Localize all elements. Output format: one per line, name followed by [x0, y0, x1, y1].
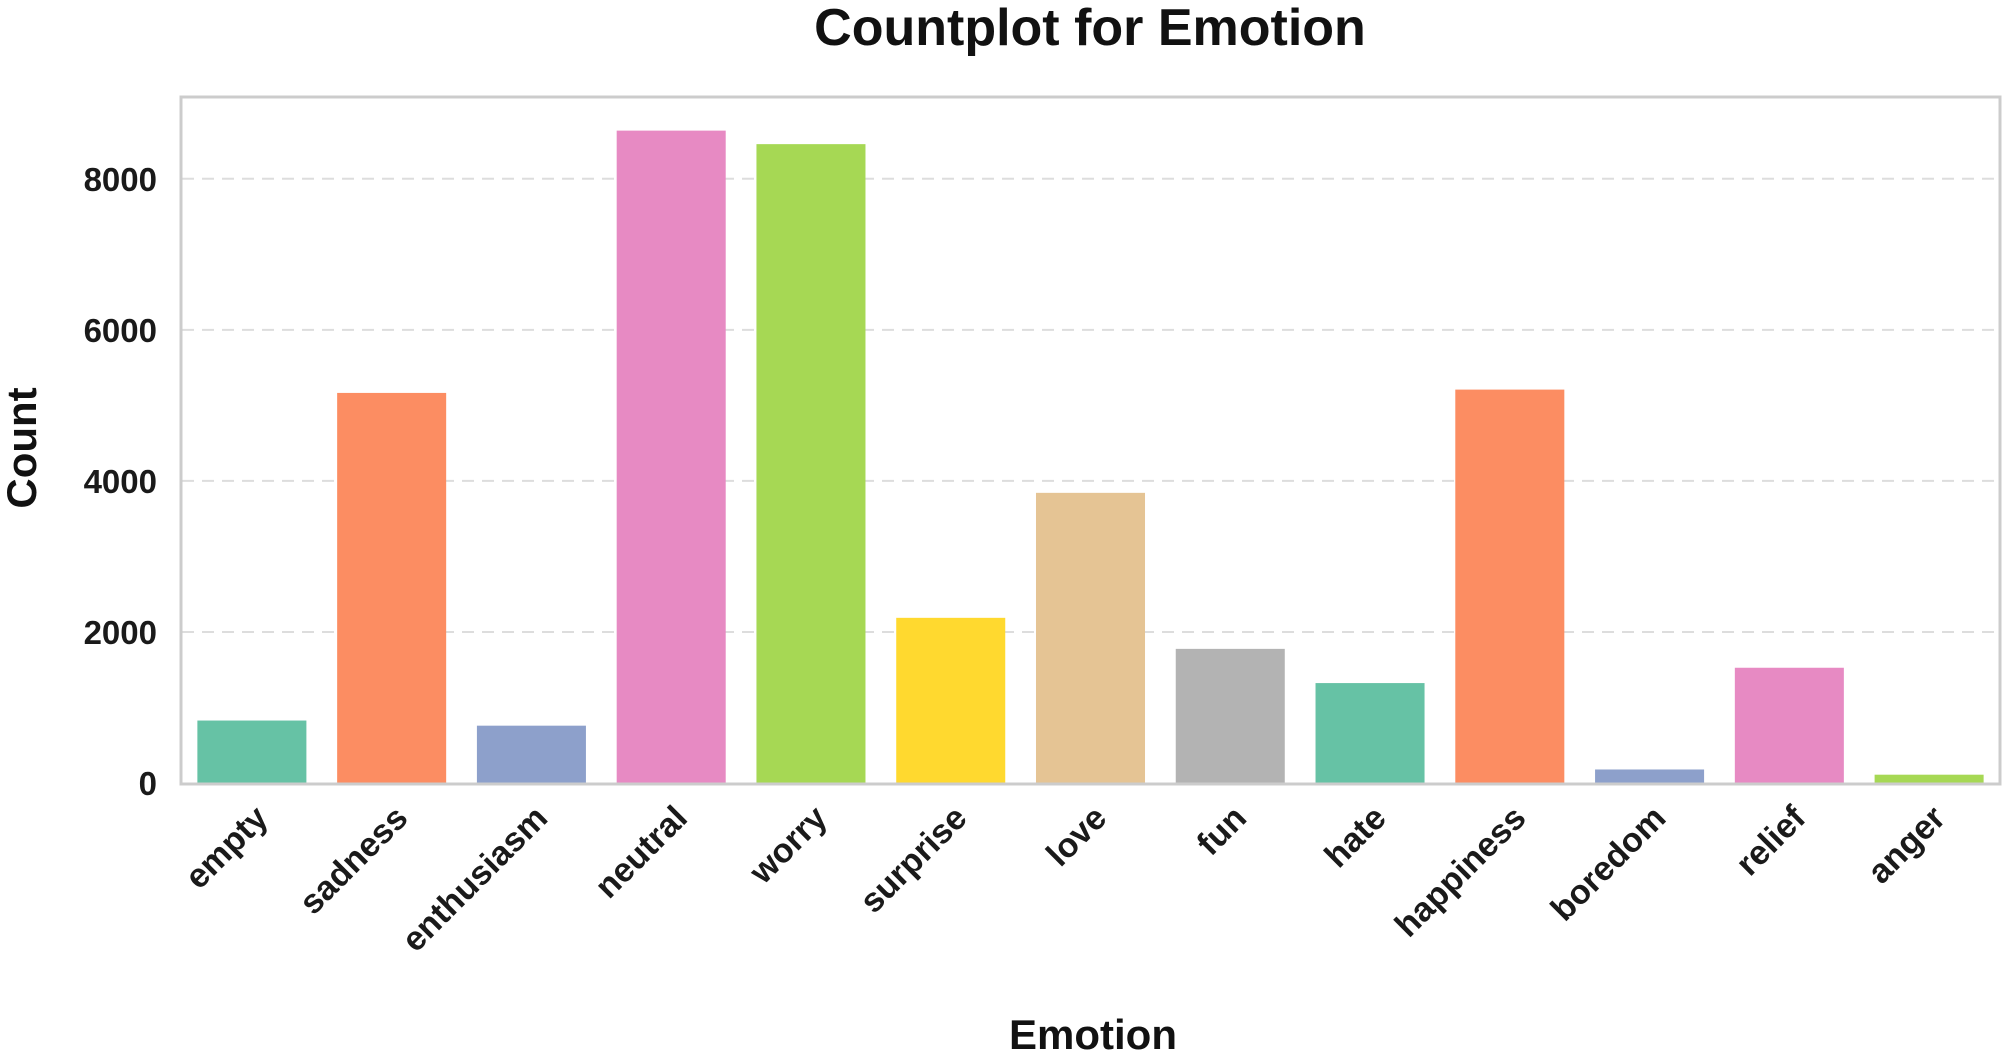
- bar-enthusiasm: [476, 725, 586, 783]
- bar-neutral: [616, 130, 726, 784]
- bars: [197, 130, 1984, 784]
- bar-sadness: [337, 392, 447, 783]
- x-tick-label: hate: [1317, 799, 1393, 875]
- x-tick-label: boredom: [1544, 799, 1674, 929]
- y-tick-label: 2000: [84, 614, 157, 651]
- x-tick-label: surprise: [853, 799, 975, 921]
- x-tick-label: neutral: [588, 799, 695, 906]
- bar-surprise: [896, 617, 1006, 783]
- x-tick-label: love: [1039, 799, 1114, 874]
- x-axis-title: Emotion: [1009, 1011, 1177, 1053]
- y-axis-title: Count: [0, 387, 45, 508]
- x-tick-label: worry: [742, 799, 835, 892]
- bar-boredom: [1595, 769, 1705, 783]
- x-tick-label: fun: [1190, 799, 1254, 863]
- bar-empty: [197, 720, 307, 783]
- x-tick-label: enthusiasm: [395, 799, 555, 959]
- bar-hate: [1315, 683, 1425, 783]
- y-tick-label: 0: [139, 765, 157, 802]
- y-tick-label: 8000: [84, 161, 157, 198]
- y-tick-label: 4000: [84, 463, 157, 500]
- y-tick-label: 6000: [84, 312, 157, 349]
- bar-anger: [1874, 774, 1984, 783]
- bar-fun: [1175, 648, 1285, 783]
- x-tick-label: happiness: [1388, 799, 1534, 945]
- x-tick-label: empty: [178, 799, 276, 897]
- bar-worry: [756, 144, 866, 783]
- x-tick-label: anger: [1860, 799, 1952, 891]
- plot-frame: [179, 95, 2002, 786]
- bar-love: [1035, 492, 1146, 783]
- bar-relief: [1734, 667, 1844, 783]
- x-tick-label: relief: [1729, 798, 1814, 883]
- chart-title: Countplot for Emotion: [814, 0, 1366, 57]
- x-tick-label: sadness: [292, 799, 415, 922]
- bar-happiness: [1455, 389, 1565, 783]
- y-tick-labels: 0 2000 4000 6000 8000: [84, 161, 157, 802]
